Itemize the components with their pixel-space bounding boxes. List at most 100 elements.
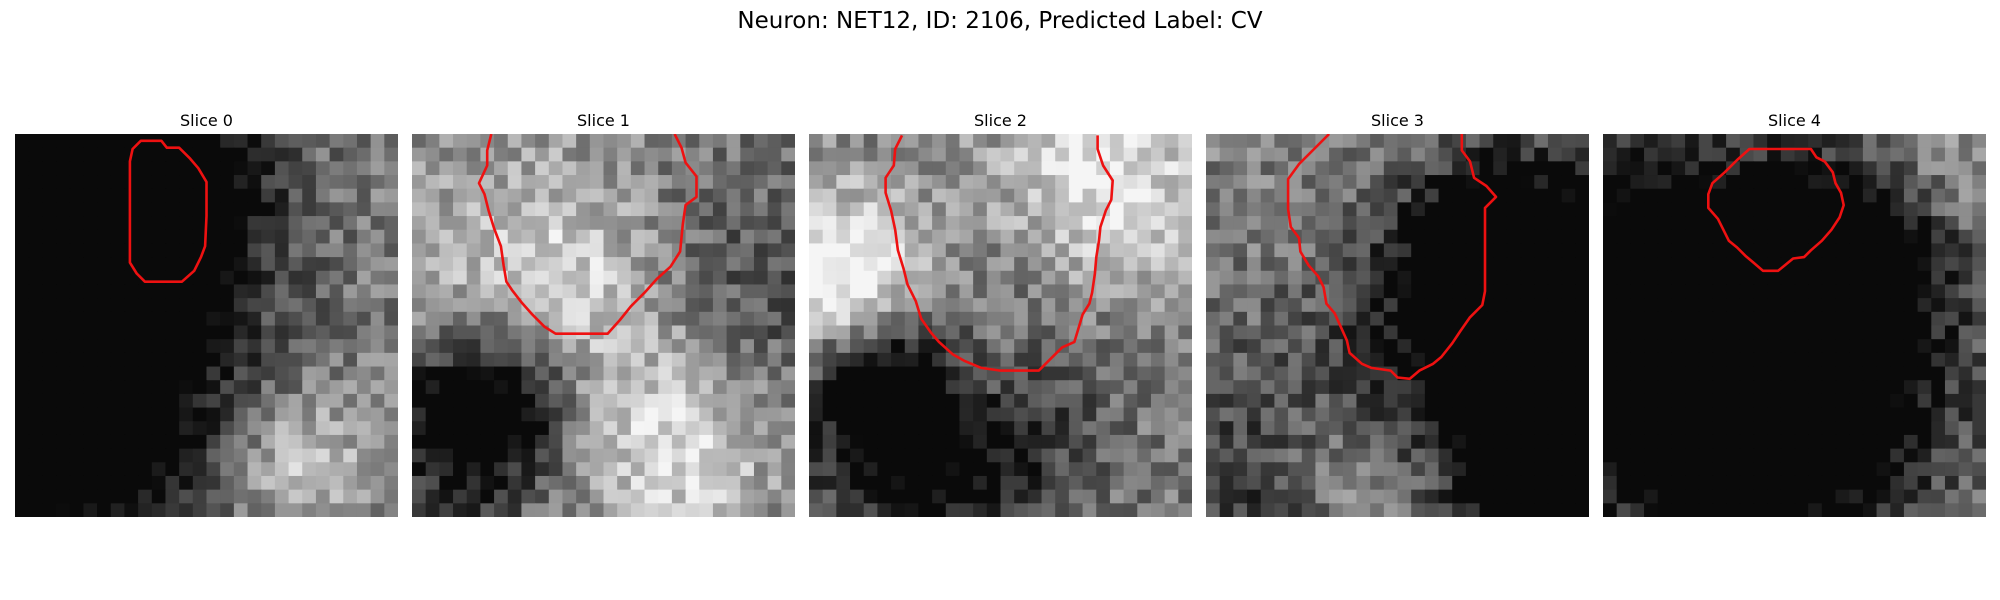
image-pixel <box>165 161 180 176</box>
image-pixel <box>1534 216 1549 231</box>
image-pixel <box>726 448 741 463</box>
image-pixel <box>1383 298 1399 313</box>
image-pixel <box>1233 161 1248 176</box>
image-pixel <box>589 284 605 299</box>
image-pixel <box>288 229 303 245</box>
image-pixel <box>439 366 454 381</box>
image-pixel <box>712 229 728 245</box>
image-pixel <box>1876 366 1891 381</box>
image-pixel <box>740 434 755 450</box>
image-pixel <box>1315 175 1330 190</box>
image-pixel <box>15 462 30 477</box>
image-pixel <box>206 325 221 340</box>
image-pixel <box>630 161 646 176</box>
image-pixel <box>1603 229 1618 245</box>
image-pixel <box>891 284 906 299</box>
image-pixel <box>1821 284 1837 299</box>
image-pixel <box>1123 134 1138 149</box>
image-pixel <box>712 147 728 162</box>
image-pixel <box>932 339 947 354</box>
image-pixel <box>1247 311 1262 327</box>
image-pixel <box>329 216 344 231</box>
image-pixel <box>151 188 167 203</box>
image-pixel <box>1219 229 1234 245</box>
image-pixel <box>56 147 71 162</box>
image-pixel <box>1301 366 1317 381</box>
image-pixel <box>439 407 454 422</box>
image-pixel <box>1068 257 1084 272</box>
image-pixel <box>1547 147 1563 162</box>
image-pixel <box>1000 229 1015 245</box>
image-pixel <box>1835 257 1850 272</box>
image-pixel <box>56 325 71 340</box>
image-pixel <box>986 421 1002 436</box>
image-pixel <box>521 393 536 409</box>
image-pixel <box>658 366 673 381</box>
image-pixel <box>1479 270 1494 286</box>
image-pixel <box>1561 380 1576 395</box>
image-pixel <box>466 380 481 395</box>
image-pixel <box>1561 298 1576 313</box>
image-pixel <box>494 202 509 217</box>
image-pixel <box>97 202 112 217</box>
image-pixel <box>206 175 221 190</box>
image-pixel <box>1301 243 1317 258</box>
image-pixel <box>1671 175 1686 190</box>
image-pixel <box>1712 311 1727 327</box>
image-pixel <box>1123 175 1138 190</box>
image-pixel <box>83 147 98 162</box>
image-pixel <box>329 188 344 203</box>
image-pixel <box>1055 503 1070 517</box>
image-pixel <box>384 462 398 477</box>
image-pixel <box>425 311 440 327</box>
image-pixel <box>603 216 618 231</box>
image-pixel <box>1972 393 1986 409</box>
image-pixel <box>1233 216 1248 231</box>
image-pixel <box>1493 284 1508 299</box>
image-pixel <box>1109 421 1125 436</box>
image-pixel <box>1890 175 1905 190</box>
image-pixel <box>412 270 427 286</box>
image-pixel <box>767 366 782 381</box>
image-pixel <box>1726 311 1741 327</box>
slice-image-4 <box>1603 134 1986 517</box>
image-pixel <box>904 311 920 327</box>
image-pixel <box>1055 284 1070 299</box>
image-pixel <box>1164 380 1179 395</box>
image-pixel <box>247 311 262 327</box>
image-pixel <box>412 339 427 354</box>
image-pixel <box>343 270 358 286</box>
image-pixel <box>1808 421 1823 436</box>
image-pixel <box>1493 161 1508 176</box>
image-pixel <box>1644 298 1659 313</box>
image-pixel <box>1096 175 1111 190</box>
image-pixel <box>1698 161 1714 176</box>
image-pixel <box>1411 161 1426 176</box>
image-pixel <box>1534 352 1549 368</box>
image-pixel <box>28 448 43 463</box>
image-pixel <box>945 311 961 327</box>
image-pixel <box>1465 325 1481 340</box>
image-pixel <box>753 229 769 245</box>
image-pixel <box>1616 202 1631 217</box>
image-pixel <box>1109 503 1125 517</box>
image-pixel <box>1329 503 1344 517</box>
image-pixel <box>412 298 427 313</box>
image-pixel <box>1219 161 1234 176</box>
image-pixel <box>1055 134 1070 149</box>
image-pixel <box>138 311 153 327</box>
image-pixel <box>809 475 824 491</box>
neuron-contour <box>1707 147 1845 273</box>
image-pixel <box>1534 325 1549 340</box>
image-pixel <box>617 393 632 409</box>
image-pixel <box>1383 407 1399 422</box>
image-pixel <box>535 202 550 217</box>
image-pixel <box>1164 366 1179 381</box>
image-pixel <box>1767 352 1782 368</box>
image-pixel <box>1096 393 1111 409</box>
image-pixel <box>138 448 153 463</box>
image-pixel <box>630 489 646 504</box>
image-pixel <box>1274 366 1289 381</box>
image-pixel <box>1958 270 1973 286</box>
image-pixel <box>1616 175 1631 190</box>
